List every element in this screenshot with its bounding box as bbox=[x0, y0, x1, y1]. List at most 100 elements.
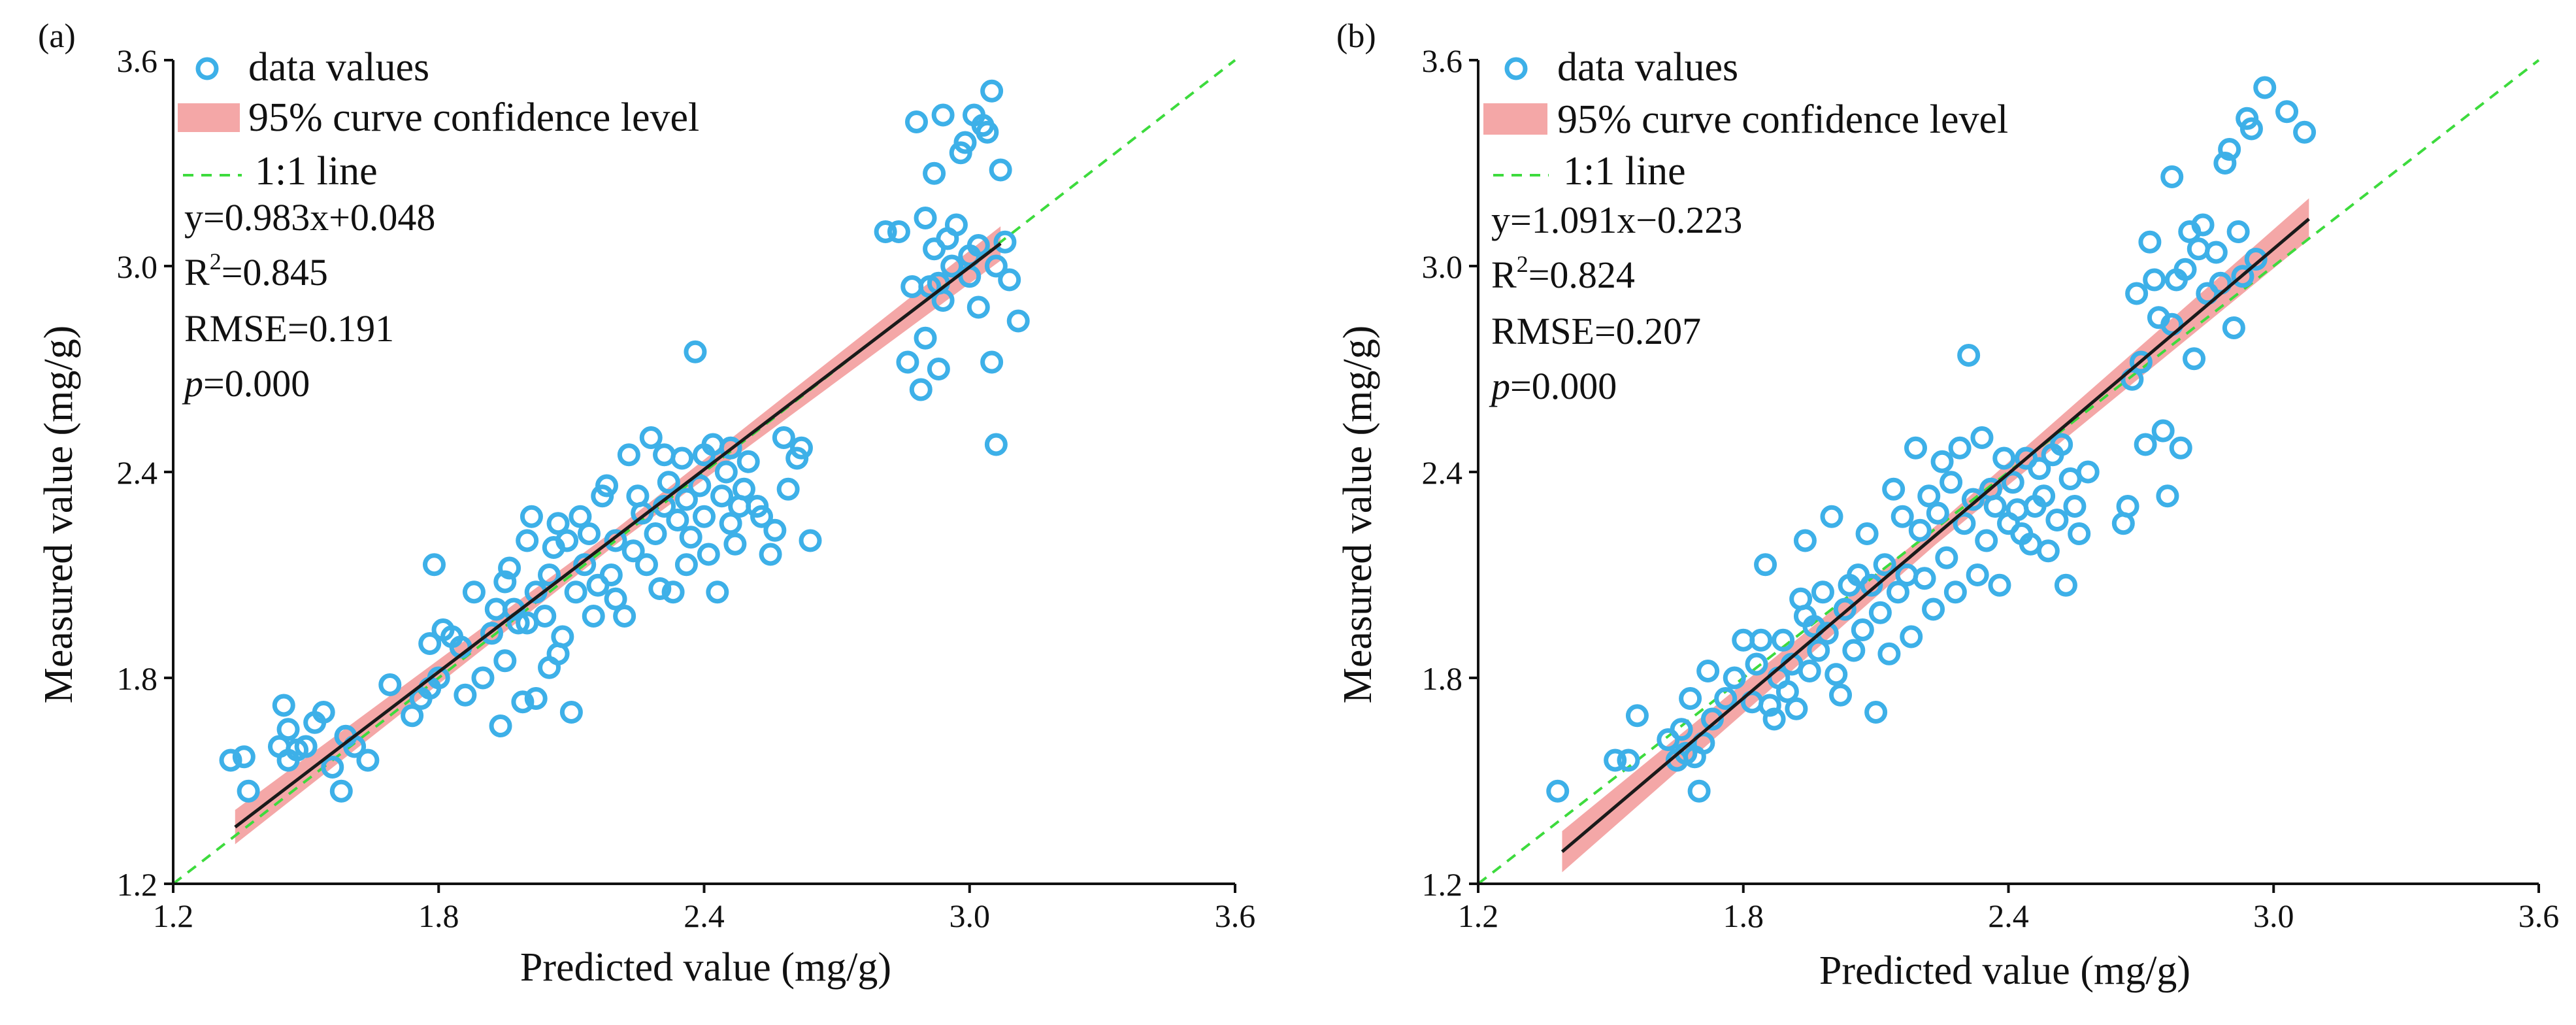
data-point bbox=[1851, 618, 1874, 641]
r-squared: R2=0.845 bbox=[184, 248, 328, 294]
x-tick-label: 1.8 bbox=[418, 898, 459, 934]
p-label: p bbox=[182, 362, 203, 405]
y-tick-label: 1.8 bbox=[117, 660, 158, 697]
data-point bbox=[462, 580, 486, 604]
data-point bbox=[927, 358, 950, 380]
y-tick-label: 1.8 bbox=[1422, 660, 1463, 697]
data-point bbox=[573, 553, 597, 577]
data-point bbox=[909, 378, 933, 401]
data-point bbox=[1975, 529, 1998, 552]
r-squared-prefix: R bbox=[1491, 254, 1517, 296]
data-point bbox=[1943, 580, 1967, 604]
data-point bbox=[653, 443, 676, 467]
data-point bbox=[604, 529, 627, 552]
legend-line-label: 1:1 line bbox=[1563, 149, 1686, 193]
data-point bbox=[2068, 522, 2091, 545]
data-point bbox=[489, 714, 512, 737]
data-point bbox=[2173, 258, 2197, 281]
data-point bbox=[710, 484, 734, 508]
p-value: p=0.000 bbox=[182, 362, 310, 405]
data-point bbox=[719, 436, 742, 460]
panel-label: (b) bbox=[1336, 18, 1376, 55]
data-point bbox=[661, 580, 685, 604]
data-point bbox=[1860, 573, 1883, 597]
data-point bbox=[679, 526, 702, 549]
x-tick-label: 1.2 bbox=[1458, 898, 1499, 934]
data-point bbox=[595, 474, 619, 497]
data-point bbox=[2204, 241, 2228, 264]
data-point bbox=[520, 505, 543, 528]
data-point bbox=[759, 543, 782, 566]
legend-band-swatch bbox=[178, 103, 240, 132]
data-point bbox=[454, 683, 477, 707]
data-point bbox=[329, 779, 353, 803]
legend-band-label: 95% curve confidence level bbox=[1557, 97, 2008, 142]
data-point bbox=[1723, 666, 1746, 690]
data-point bbox=[480, 622, 503, 645]
data-point bbox=[2076, 460, 2100, 484]
data-point bbox=[1798, 660, 1821, 682]
data-point bbox=[940, 254, 964, 278]
data-point bbox=[551, 625, 574, 648]
regression-line bbox=[1560, 218, 2310, 853]
data-point bbox=[736, 450, 760, 473]
data-point bbox=[1908, 518, 1932, 542]
data-point bbox=[1617, 748, 1640, 772]
data-point bbox=[674, 553, 698, 577]
data-point bbox=[993, 230, 1017, 254]
data-point bbox=[401, 704, 424, 728]
panel-b: (b) 1.2 1.8 2.4 3.0 3.6 1.2 1.8 2.4 3.0 3.6 Predi… bbox=[1336, 18, 2559, 993]
data-point bbox=[1604, 748, 1627, 772]
data-point bbox=[471, 666, 495, 690]
data-point bbox=[2191, 213, 2215, 237]
data-point bbox=[914, 207, 937, 229]
r-squared-value: =0.845 bbox=[222, 251, 328, 294]
data-point bbox=[2160, 165, 2184, 188]
data-point bbox=[674, 488, 698, 511]
data-point bbox=[2134, 433, 2157, 456]
data-point bbox=[506, 611, 530, 635]
data-point bbox=[693, 505, 716, 528]
data-point bbox=[799, 529, 822, 552]
data-point bbox=[2045, 509, 2069, 531]
data-point bbox=[789, 436, 813, 460]
data-point bbox=[989, 158, 1012, 182]
data-point bbox=[2054, 573, 2077, 597]
data-point bbox=[1922, 597, 1945, 621]
data-point bbox=[706, 580, 729, 604]
data-point bbox=[732, 477, 755, 501]
data-point bbox=[772, 426, 795, 449]
legend-points-label: data values bbox=[1557, 45, 1738, 90]
data-point bbox=[2138, 230, 2162, 254]
data-point bbox=[2116, 495, 2139, 518]
data-point bbox=[1811, 580, 1834, 604]
data-point bbox=[1935, 546, 1958, 569]
data-point bbox=[684, 340, 707, 363]
fit-equation: y=0.983x+0.048 bbox=[184, 196, 435, 239]
legend: data values 95% curve confidence level 1… bbox=[178, 45, 699, 193]
data-point bbox=[2231, 265, 2254, 288]
data-point bbox=[1970, 426, 1994, 449]
data-point bbox=[312, 701, 335, 724]
y-axis-label: Measured value (mg/g) bbox=[37, 326, 81, 703]
x-tick-label: 3.0 bbox=[2253, 898, 2294, 934]
data-point bbox=[1913, 567, 1936, 590]
data-point bbox=[232, 745, 256, 769]
data-point bbox=[2143, 268, 2166, 292]
data-point bbox=[599, 563, 623, 586]
one-to-one-line bbox=[1477, 59, 2540, 885]
data-point bbox=[914, 326, 937, 350]
data-point bbox=[2001, 471, 2024, 494]
x-tick-label: 3.0 bbox=[949, 898, 991, 934]
data-point bbox=[874, 220, 897, 243]
data-point bbox=[1988, 573, 2011, 597]
data-point bbox=[2218, 138, 2241, 161]
data-point bbox=[1917, 484, 1941, 508]
data-point bbox=[1625, 704, 1649, 728]
data-point bbox=[1882, 477, 1906, 501]
data-point bbox=[2156, 484, 2179, 508]
data-point bbox=[2050, 433, 2073, 456]
data-point bbox=[617, 443, 640, 467]
data-point bbox=[2125, 282, 2149, 305]
data-point bbox=[2239, 117, 2263, 141]
